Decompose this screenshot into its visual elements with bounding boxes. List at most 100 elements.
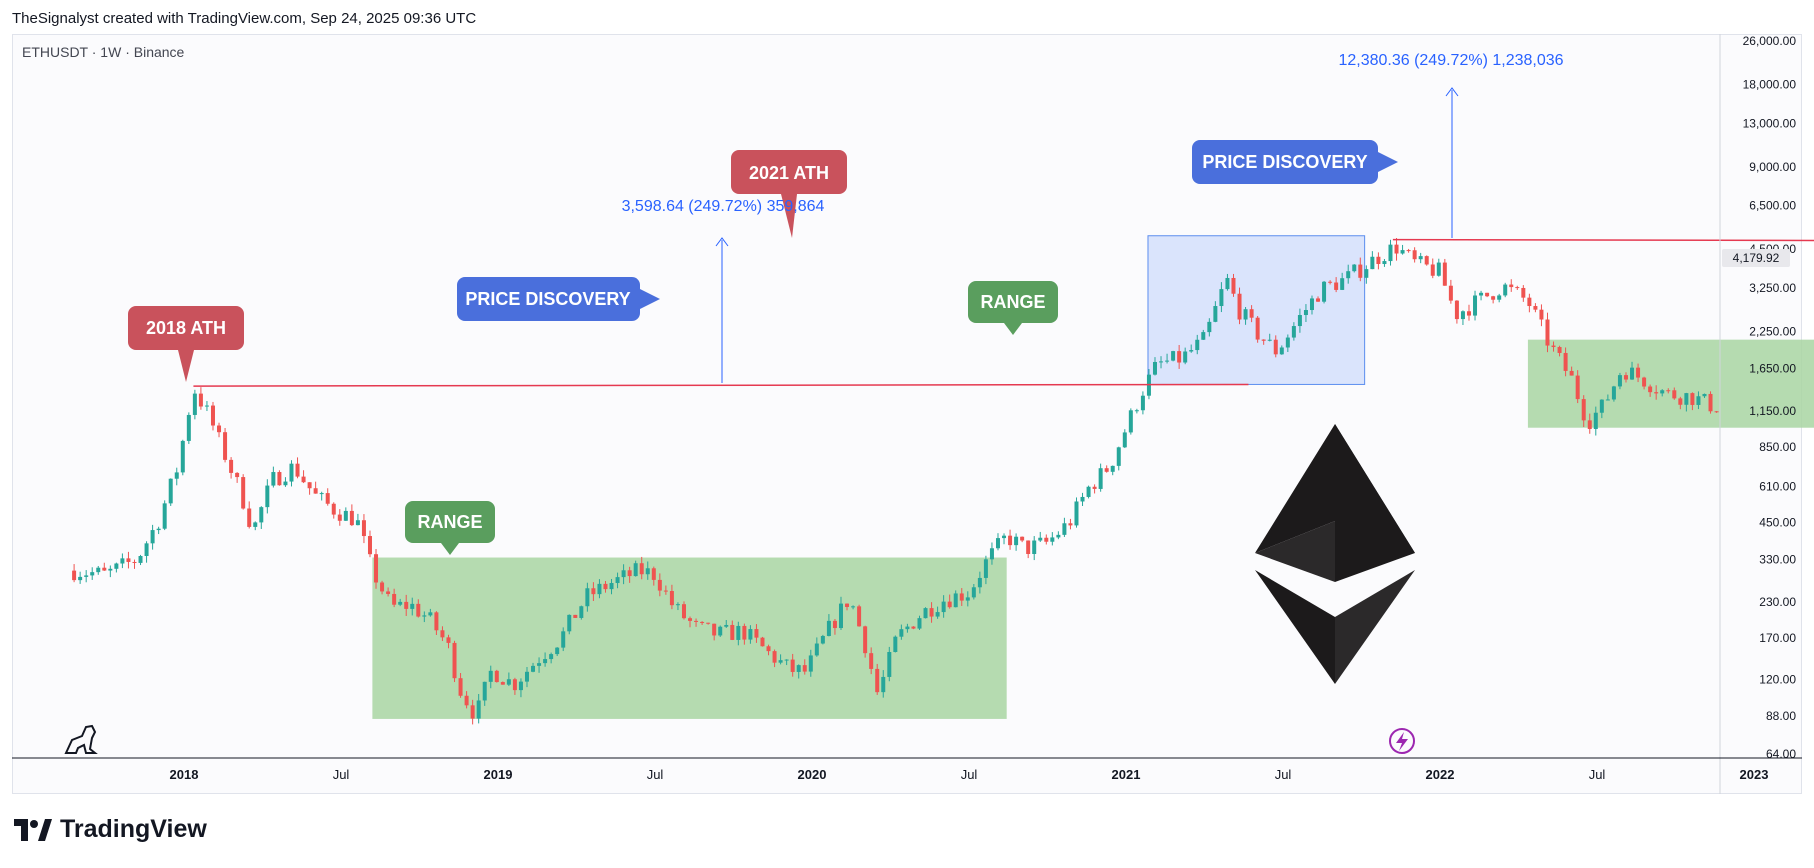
candle-body bbox=[1044, 537, 1049, 542]
candle-body bbox=[1273, 339, 1278, 355]
candle-body bbox=[1545, 319, 1550, 346]
time-axis[interactable]: 2018Jul2019Jul2020Jul2021Jul2022Jul2023J… bbox=[170, 767, 1814, 782]
candle-body bbox=[1014, 536, 1019, 546]
discovery-1-label: PRICE DISCOVERY bbox=[465, 289, 630, 309]
y-tick-label: 2,250.00 bbox=[1749, 324, 1796, 338]
candle-body bbox=[1074, 501, 1079, 526]
candle-body bbox=[223, 432, 228, 460]
candle-body bbox=[500, 682, 505, 685]
candle-body bbox=[1509, 284, 1514, 288]
candle-body bbox=[1575, 375, 1580, 400]
candle-body bbox=[1605, 399, 1610, 401]
candle-body bbox=[307, 482, 312, 489]
discovery-2-callout[interactable]: PRICE DISCOVERY bbox=[1192, 140, 1398, 184]
y-tick-label: 1,650.00 bbox=[1749, 361, 1796, 375]
y-tick-label: 18,000.00 bbox=[1743, 78, 1797, 92]
candle-body bbox=[168, 478, 173, 504]
candle-body bbox=[633, 563, 638, 577]
range-2-callout[interactable]: RANGE bbox=[968, 281, 1058, 335]
candle-body bbox=[929, 608, 934, 617]
candle-body bbox=[1388, 244, 1393, 262]
candle-body bbox=[742, 625, 747, 640]
candle-body bbox=[1297, 315, 1302, 327]
candle-body bbox=[1092, 486, 1097, 489]
candle-body bbox=[1648, 386, 1653, 393]
candle-body bbox=[1442, 262, 1447, 286]
range-1-callout[interactable]: RANGE bbox=[405, 501, 495, 555]
candle-body bbox=[331, 503, 336, 515]
candle-body bbox=[971, 587, 976, 598]
candle-body bbox=[603, 583, 608, 590]
candle-body bbox=[959, 593, 964, 601]
discovery-1-callout[interactable]: PRICE DISCOVERY bbox=[457, 277, 660, 321]
candle-body bbox=[374, 554, 379, 583]
candle-body bbox=[875, 668, 880, 693]
candle-body bbox=[1569, 370, 1574, 376]
candle-body bbox=[386, 591, 391, 594]
candle-body bbox=[1581, 399, 1586, 421]
candle-body bbox=[1460, 311, 1465, 320]
range-2-label: RANGE bbox=[980, 292, 1045, 312]
candle-body bbox=[1213, 306, 1218, 322]
ath-2021-callout[interactable]: 2021 ATH bbox=[731, 150, 847, 238]
candle-body bbox=[838, 603, 843, 629]
candle-body bbox=[549, 654, 554, 660]
candle-body bbox=[917, 618, 922, 629]
candle-body bbox=[283, 481, 288, 486]
candle-body bbox=[706, 622, 711, 624]
candle-body bbox=[464, 695, 469, 706]
measure-2-arrow bbox=[1445, 87, 1459, 238]
lightning-icon[interactable] bbox=[1389, 728, 1415, 754]
range-zone[interactable] bbox=[1527, 339, 1814, 428]
candle-body bbox=[845, 603, 850, 607]
range-1-label: RANGE bbox=[417, 512, 482, 532]
y-tick-label: 3,250.00 bbox=[1749, 281, 1796, 295]
candle-body bbox=[639, 563, 644, 575]
candle-body bbox=[96, 567, 101, 573]
candle-body bbox=[1334, 282, 1339, 290]
y-tick-label: 170.00 bbox=[1759, 631, 1796, 645]
candle-body bbox=[591, 588, 596, 595]
candle-body bbox=[1352, 264, 1357, 272]
candle-body bbox=[1279, 347, 1284, 355]
candle-body bbox=[869, 653, 874, 669]
ath-2018-callout[interactable]: 2018 ATH bbox=[128, 306, 244, 382]
tradingview-tv-icon bbox=[14, 818, 52, 841]
zones bbox=[372, 235, 1814, 719]
x-tick-label: Jul bbox=[647, 767, 664, 782]
y-tick-label: 13,000.00 bbox=[1743, 116, 1797, 130]
candle-body bbox=[1050, 537, 1055, 542]
y-tick-label: 230.00 bbox=[1759, 595, 1796, 609]
candle-body bbox=[313, 488, 318, 494]
price-axis[interactable]: 26,000.00 18,000.00 13,000.00 9,000.00 6,500… bbox=[1743, 34, 1797, 761]
candle-body bbox=[760, 637, 765, 647]
candle-body bbox=[1249, 309, 1254, 318]
x-tick-label: 2021 bbox=[1112, 767, 1141, 782]
resistance-line[interactable] bbox=[193, 383, 1249, 387]
candle-body bbox=[669, 591, 674, 606]
candle-body bbox=[120, 558, 125, 564]
candle-body bbox=[573, 614, 578, 618]
candle-body bbox=[506, 679, 511, 685]
candle-body bbox=[609, 583, 614, 590]
resistance-line[interactable] bbox=[1392, 238, 1814, 243]
range-zone[interactable] bbox=[372, 557, 1007, 719]
dinosaur-icon[interactable] bbox=[64, 724, 98, 754]
symbol-info: ETHUSDT · 1W · Binance bbox=[22, 44, 185, 60]
candles bbox=[72, 238, 1719, 725]
candle-body bbox=[265, 485, 270, 508]
candle-body bbox=[271, 472, 276, 486]
candle-body bbox=[1038, 537, 1043, 541]
x-tick-label: 2020 bbox=[798, 767, 827, 782]
candle-body bbox=[1696, 396, 1701, 405]
candle-body bbox=[1159, 361, 1164, 363]
candle-body bbox=[977, 577, 982, 588]
tradingview-logo[interactable]: TradingView bbox=[14, 815, 207, 844]
candle-body bbox=[1140, 395, 1145, 411]
y-tick-label: 64.00 bbox=[1766, 747, 1796, 761]
candle-body bbox=[1454, 300, 1459, 320]
candle-body bbox=[1328, 281, 1333, 283]
candle-body bbox=[681, 604, 686, 619]
candle-body bbox=[512, 679, 517, 691]
